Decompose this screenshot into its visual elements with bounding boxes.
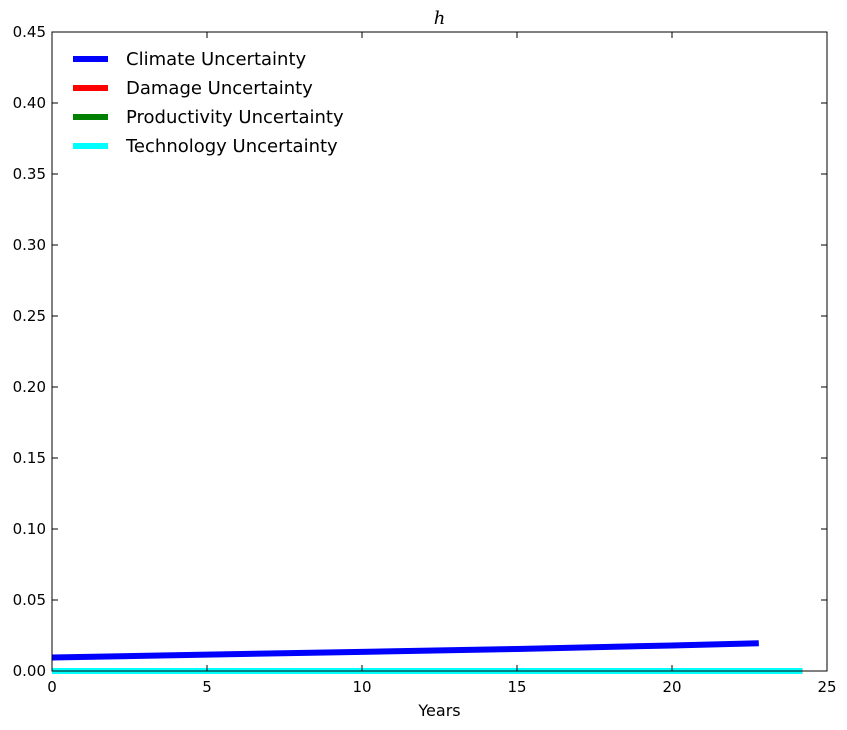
- legend-label: Climate Uncertainty: [126, 49, 306, 70]
- y-tick-label: 0.45: [13, 23, 46, 41]
- y-tick-label: 0.40: [13, 94, 46, 112]
- chart-title: h: [434, 8, 446, 29]
- y-tick-label: 0.15: [13, 449, 46, 467]
- x-axis-label: Years: [417, 701, 460, 720]
- ticks-layer: 0 5 10 15 20 25 0.00 0.05 0.10 0.15 0.20 0.25 0.30 0.…: [13, 23, 837, 696]
- y-tick-label: 0.30: [13, 236, 46, 254]
- y-tick-label: 0.00: [13, 662, 46, 680]
- y-tick-label: 0.10: [13, 520, 46, 538]
- x-tick-label: 0: [47, 678, 57, 696]
- x-tick-label: 20: [662, 678, 681, 696]
- y-tick-label: 0.35: [13, 165, 46, 183]
- plot-frame: [51, 31, 828, 672]
- legend-label: Technology Uncertainty: [125, 136, 338, 157]
- x-tick-label: 25: [817, 678, 836, 696]
- y-tick-label: 0.20: [13, 378, 46, 396]
- x-tick-label: 10: [352, 678, 371, 696]
- legend: Climate Uncertainty Damage Uncertainty Pro…: [73, 49, 344, 157]
- y-tick-label: 0.25: [13, 307, 46, 325]
- y-tick-label: 0.05: [13, 591, 46, 609]
- legend-label: Damage Uncertainty: [126, 78, 313, 99]
- x-tick-label: 15: [507, 678, 526, 696]
- legend-label: Productivity Uncertainty: [126, 107, 344, 128]
- x-tick-label: 5: [202, 678, 212, 696]
- series-line-climate-uncertainty: [51, 640, 759, 661]
- series-layer: [51, 640, 803, 674]
